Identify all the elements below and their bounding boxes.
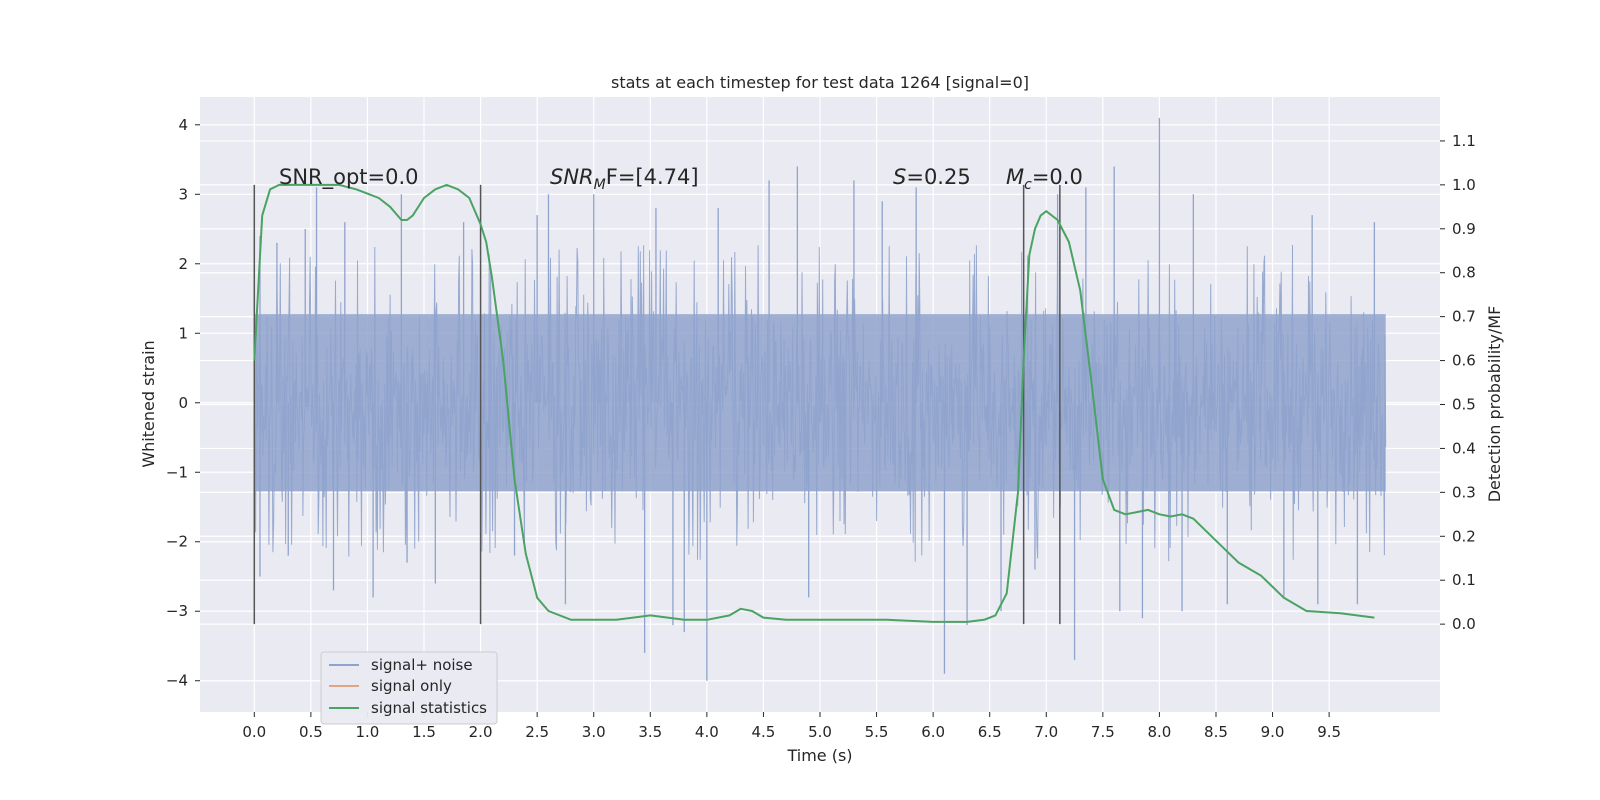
y-tick-label: 1 xyxy=(178,324,188,342)
x-tick-label: 9.0 xyxy=(1261,723,1285,741)
y2-tick-label: 0.7 xyxy=(1452,308,1476,326)
x-tick-label: 8.0 xyxy=(1147,723,1171,741)
y-tick-label: 0 xyxy=(178,394,188,412)
x-tick-label: 0.0 xyxy=(242,723,266,741)
y2-tick-label: 0.8 xyxy=(1452,264,1476,282)
x-tick-label: 5.5 xyxy=(865,723,889,741)
legend-box xyxy=(320,651,498,725)
x-tick-label: 4.5 xyxy=(752,723,776,741)
y-tick-label: 3 xyxy=(178,185,188,203)
annotation-snr-opt: SNR_opt=0.0 xyxy=(279,165,419,190)
x-tick-label: 7.0 xyxy=(1034,723,1058,741)
annotation-mc: Mc=0.0 xyxy=(1006,165,1083,193)
vertical-markers xyxy=(253,184,1061,625)
noise-trace xyxy=(253,117,1387,681)
y-tick-label: 2 xyxy=(178,255,188,273)
y2-tick-label: 0.6 xyxy=(1452,352,1476,370)
annotation-s: S=0.25 xyxy=(893,165,971,189)
x-tick-label: 1.5 xyxy=(412,723,436,741)
y-axis-label: Whitened strain xyxy=(139,340,158,467)
x-tick-label: 6.0 xyxy=(921,723,945,741)
y-tick-label: −4 xyxy=(166,672,188,690)
x-tick-label: 2.5 xyxy=(525,723,549,741)
y-tick-label: 4 xyxy=(178,116,188,134)
x-tick-label: 2.0 xyxy=(469,723,493,741)
y2-tick-label: 1.0 xyxy=(1452,176,1476,194)
legend: signal+ noise signal only signal statist… xyxy=(320,651,498,725)
y2-tick-label: 0.1 xyxy=(1452,571,1476,589)
y2-tick-label: 0.3 xyxy=(1452,483,1476,501)
signal-statistics-path xyxy=(253,183,1375,623)
legend-label-signal-only: signal only xyxy=(371,677,452,695)
legend-label-signal-statistics: signal statistics xyxy=(371,699,487,717)
x-tick-label: 5.0 xyxy=(808,723,832,741)
x-axis-ticks: 0.0 0.5 1.0 1.5 2.0 2.5 3.0 3.5 4.0 4.5 5.0 5.5 6.0 6… xyxy=(242,712,1341,741)
y-axis-ticks: −4 −3 −2 −1 0 1 2 3 4 xyxy=(166,116,200,690)
y-tick-label: −3 xyxy=(166,602,188,620)
noise-band xyxy=(254,314,1386,492)
y2-axis-ticks: 0.0 0.1 0.2 0.3 0.4 0.5 0.6 0.7 0.8 0.9 1.0 1.1 xyxy=(1440,132,1476,633)
y2-tick-label: 0.9 xyxy=(1452,220,1476,238)
x-tick-label: 4.0 xyxy=(695,723,719,741)
y2-tick-label: 0.5 xyxy=(1452,396,1476,414)
x-tick-label: 3.0 xyxy=(582,723,606,741)
x-tick-label: 6.5 xyxy=(978,723,1002,741)
chart-title: stats at each timestep for test data 126… xyxy=(611,73,1029,92)
signal-statistics-line xyxy=(253,183,1375,623)
legend-label-signal-noise: signal+ noise xyxy=(371,656,473,674)
y2-axis-label: Detection probability/MF xyxy=(1485,306,1504,503)
annotations: SNR_opt=0.0 SNRMF=[4.74] S=0.25 Mc=0.0 xyxy=(279,165,1083,193)
annotation-snr-mf: SNRMF=[4.74] xyxy=(550,165,699,193)
x-axis-label: Time (s) xyxy=(786,746,852,765)
y2-tick-label: 0.0 xyxy=(1452,615,1476,633)
x-tick-label: 3.5 xyxy=(638,723,662,741)
y2-tick-label: 0.4 xyxy=(1452,439,1476,457)
y2-tick-label: 0.2 xyxy=(1452,527,1476,545)
x-tick-label: 9.5 xyxy=(1317,723,1341,741)
x-tick-label: 8.5 xyxy=(1204,723,1228,741)
x-tick-label: 7.5 xyxy=(1091,723,1115,741)
y-tick-label: −2 xyxy=(166,533,188,551)
y-tick-label: −1 xyxy=(166,463,188,481)
y2-tick-label: 1.1 xyxy=(1452,132,1476,150)
x-tick-label: 0.5 xyxy=(299,723,323,741)
x-tick-label: 1.0 xyxy=(356,723,380,741)
